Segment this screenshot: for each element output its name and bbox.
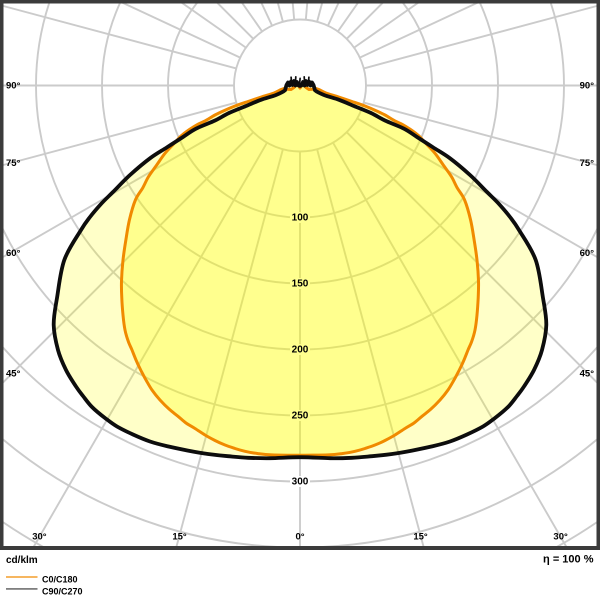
svg-text:45°: 45° xyxy=(6,369,21,380)
svg-text:150: 150 xyxy=(292,279,309,290)
svg-text:60°: 60° xyxy=(6,248,21,259)
svg-text:60°: 60° xyxy=(580,248,595,259)
svg-text:200: 200 xyxy=(292,345,309,356)
svg-text:cd/klm: cd/klm xyxy=(6,555,38,566)
svg-text:0°: 0° xyxy=(295,532,304,543)
svg-text:75°: 75° xyxy=(580,158,595,169)
svg-text:90°: 90° xyxy=(580,81,595,92)
svg-text:300: 300 xyxy=(292,477,309,488)
svg-text:C90/C270: C90/C270 xyxy=(42,587,83,597)
svg-text:100: 100 xyxy=(292,213,309,224)
svg-text:250: 250 xyxy=(292,411,309,422)
svg-text:30°: 30° xyxy=(553,532,568,543)
svg-text:75°: 75° xyxy=(6,158,21,169)
svg-text:η = 100 %: η = 100 % xyxy=(543,554,594,566)
svg-text:15°: 15° xyxy=(413,532,428,543)
svg-text:45°: 45° xyxy=(580,369,595,380)
svg-text:30°: 30° xyxy=(32,532,47,543)
svg-text:C0/C180: C0/C180 xyxy=(42,575,78,585)
svg-text:90°: 90° xyxy=(6,81,21,92)
svg-text:15°: 15° xyxy=(172,532,187,543)
